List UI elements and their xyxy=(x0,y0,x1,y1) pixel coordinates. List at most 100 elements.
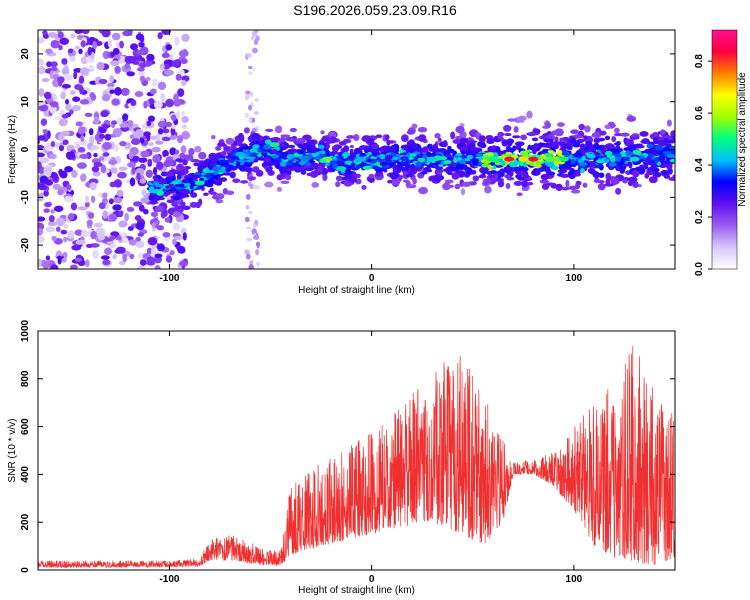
spectrogram-cell xyxy=(129,177,136,187)
spectrogram-cell xyxy=(49,101,59,108)
spectrogram-cell xyxy=(304,161,311,167)
spectrogram-cell xyxy=(507,118,517,122)
spectrogram-cell xyxy=(148,194,155,202)
spectrogram-cell xyxy=(161,52,170,59)
spectrogram-cell xyxy=(181,205,191,211)
spectrogram-cell xyxy=(565,179,570,188)
spectrogram-cell xyxy=(101,30,111,38)
spectrogram-cell xyxy=(605,172,612,181)
spectrogram-cell xyxy=(174,36,180,46)
spectrogram-cell xyxy=(77,206,88,211)
spectrogram-cell xyxy=(513,126,519,133)
spectrogram-cell xyxy=(155,162,164,170)
spectrogram-cell xyxy=(446,148,454,154)
spectrogram-cell xyxy=(69,90,76,95)
spectrogram-cell xyxy=(181,189,191,195)
spectrogram-cell xyxy=(100,164,107,174)
spectrogram-cell xyxy=(570,129,579,135)
spectrogram-cell xyxy=(237,132,244,141)
spectrogram-cell xyxy=(597,183,606,191)
snr-x-tick-label: 100 xyxy=(566,574,583,585)
spectrogram-cell xyxy=(370,143,380,150)
spectrogram-cell xyxy=(230,144,237,151)
spectrogram-cell xyxy=(529,160,535,167)
spectrogram-cell xyxy=(452,139,461,144)
spectrogram-cell xyxy=(547,149,554,154)
spectrogram-cell xyxy=(215,199,224,204)
spectrogram-cell xyxy=(111,98,120,106)
spectrogram-cell xyxy=(261,162,269,168)
spectrogram-cell xyxy=(173,235,183,241)
spectrogram-cell xyxy=(129,134,135,139)
spectrogram-cell xyxy=(506,138,515,145)
spectrogram-cell xyxy=(386,139,391,146)
spectrogram-cell xyxy=(178,49,189,58)
spectrogram-cell xyxy=(240,180,249,184)
spectrogram-cell xyxy=(177,246,186,254)
spectrogram-cell xyxy=(410,163,415,169)
spectrogram-cell xyxy=(362,165,372,170)
spectrogram-cell xyxy=(557,122,565,127)
spectrogram-cell xyxy=(644,148,652,153)
spectrogram-cell xyxy=(156,225,165,231)
spectrogram-cell xyxy=(163,69,174,76)
spectrogram-cell xyxy=(148,200,158,205)
spectrogram-cell xyxy=(488,172,493,179)
spectrogram-cell xyxy=(300,169,307,175)
spectrogram-cell xyxy=(154,184,164,188)
spectrogram-cell xyxy=(154,220,159,225)
spectrogram-cell xyxy=(573,134,582,139)
spectrogram-cell xyxy=(450,131,456,140)
snr-y-tick-label: 0 xyxy=(20,567,31,573)
spectrogram-cell xyxy=(356,156,367,162)
spectrogram-y-tick-label: -10 xyxy=(20,190,31,205)
spectrogram-cell xyxy=(90,195,96,203)
spectrogram-cell xyxy=(61,113,70,119)
snr-y-tick-label: 1000 xyxy=(20,319,31,342)
spectrogram-cell xyxy=(385,158,392,164)
spectrogram-cell xyxy=(208,166,214,171)
spectrogram-cell xyxy=(118,220,128,228)
spectrogram-cell xyxy=(235,151,246,157)
spectrogram-cell xyxy=(530,145,536,149)
spectrogram-cell xyxy=(122,253,128,263)
spectrogram-y-tick-label: 20 xyxy=(20,48,31,60)
spectrogram-cell xyxy=(365,158,372,163)
spectrogram-cell xyxy=(62,139,69,146)
spectrogram-cell xyxy=(59,170,68,179)
spectrogram-cell xyxy=(162,128,170,134)
spectrogram-cell xyxy=(175,205,183,210)
spectrogram-cell xyxy=(375,134,383,139)
spectrogram-cell xyxy=(335,181,341,188)
spectrogram-cell xyxy=(59,37,70,45)
spectrogram-cell xyxy=(104,247,112,256)
spectrogram-cell xyxy=(98,78,108,85)
spectrogram-cell xyxy=(243,127,250,134)
spectrogram-cell xyxy=(126,71,136,77)
spectrogram-cell xyxy=(104,237,114,242)
spectrogram-cell xyxy=(482,178,489,186)
spectrogram-cell xyxy=(147,115,156,122)
spectrogram-cell xyxy=(629,156,640,162)
spectrogram-cell xyxy=(120,87,130,96)
spectrogram-cell xyxy=(134,214,142,222)
spectrogram-cell xyxy=(669,146,675,150)
spectrogram-cell xyxy=(169,147,177,156)
spectrogram-cell xyxy=(219,177,228,182)
spectrogram-cell xyxy=(42,260,49,269)
spectrogram-cell xyxy=(109,181,117,188)
spectrogram-cell xyxy=(88,64,95,71)
spectrogram-cell xyxy=(665,163,673,170)
spectrogram-cell xyxy=(456,157,463,161)
spectrogram-cell xyxy=(515,173,522,179)
spectrogram-cell xyxy=(127,119,134,128)
spectrogram-cell xyxy=(84,201,90,208)
spectrogram-cell xyxy=(109,60,120,66)
spectrogram-cell xyxy=(145,169,153,178)
spectrogram-cell xyxy=(389,145,396,154)
spectrogram-cells xyxy=(38,30,675,269)
spectrogram-cell xyxy=(58,145,64,152)
spectrogram-cell xyxy=(102,141,112,150)
spectrogram-cell xyxy=(76,162,87,169)
spectrogram-cell xyxy=(595,145,603,151)
